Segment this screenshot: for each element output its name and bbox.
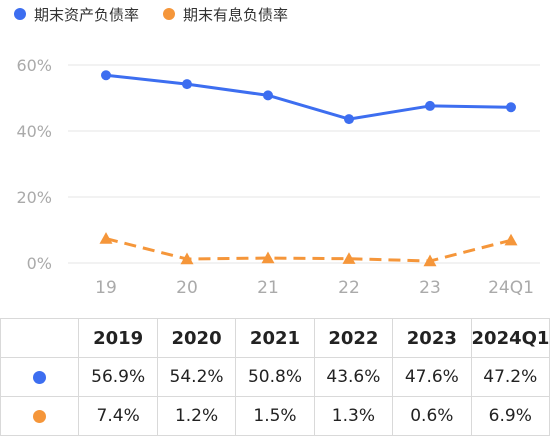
legend-label: 期末有息负债率 xyxy=(183,5,289,24)
table-cell: 50.8% xyxy=(235,357,315,397)
data-point-circle xyxy=(101,70,111,81)
chart-legend: 期末资产负债率 期末有息负债率 xyxy=(0,0,298,28)
table-cell: 1.2% xyxy=(156,396,237,436)
data-point-circle xyxy=(182,79,192,90)
legend-dot-icon xyxy=(14,8,26,20)
table-row-marker xyxy=(0,357,80,397)
data-point-triangle xyxy=(342,252,356,264)
data-point-circle xyxy=(344,114,354,125)
data-point-triangle xyxy=(180,252,194,265)
data-point-triangle xyxy=(423,254,437,267)
legend-item-interest-debt-ratio[interactable]: 期末有息负债率 xyxy=(163,4,288,25)
table-cell: 1.5% xyxy=(235,396,315,436)
table-header-cell: 2022 xyxy=(313,318,394,358)
data-point-triangle xyxy=(99,232,113,244)
table-header-cell: 2023 xyxy=(392,318,472,358)
table-header-cell: 2020 xyxy=(156,318,237,358)
table-row-marker xyxy=(0,396,80,436)
data-point-triangle xyxy=(261,251,275,264)
series-line-2 xyxy=(105,237,512,263)
table-header-cell: 2019 xyxy=(78,318,158,358)
y-tick-label: 0% xyxy=(27,254,52,273)
table-cell: 47.2% xyxy=(470,357,550,397)
series-line-1 xyxy=(105,73,512,121)
x-tick-label: 20 xyxy=(176,278,198,298)
table-cell: 0.6% xyxy=(392,396,472,436)
table-cell: 54.2% xyxy=(156,357,237,397)
table-row: 7.4% 1.2% 1.5% 1.3% 0.6% 6.9% xyxy=(0,396,550,436)
data-point-triangle xyxy=(504,233,518,246)
table-cell: 6.9% xyxy=(470,396,550,436)
x-tick-label: 24Q1 xyxy=(488,278,534,298)
y-tick-label: 60% xyxy=(16,56,52,75)
table-row: 56.9% 54.2% 50.8% 43.6% 47.6% 47.2% xyxy=(0,357,550,397)
line-chart: 60% 40% 20% 0% 19 20 21 22 23 24Q1 xyxy=(16,56,540,298)
series-dot-icon xyxy=(33,409,47,423)
table-header-cell: 2024Q1 xyxy=(470,318,550,358)
legend-dot-icon xyxy=(163,8,176,20)
legend-item-total-debt-ratio[interactable]: 期末资产负债率 xyxy=(14,4,139,25)
table-cell: 43.6% xyxy=(313,357,394,397)
y-tick-label: 40% xyxy=(16,122,52,141)
table-cell: 47.6% xyxy=(392,357,472,397)
table-cell: 56.9% xyxy=(78,357,158,397)
x-tick-label: 19 xyxy=(95,278,117,298)
data-point-circle xyxy=(263,90,273,101)
data-point-circle xyxy=(506,102,516,113)
legend-label: 期末资产负债率 xyxy=(34,5,140,24)
y-tick-label: 20% xyxy=(16,188,52,207)
table-cell: 1.3% xyxy=(313,396,394,436)
x-tick-label: 22 xyxy=(338,278,360,298)
table-cell: 7.4% xyxy=(78,396,158,436)
data-table: 2019 2020 2021 2022 2023 2024Q1 56.9% 54… xyxy=(0,318,550,436)
x-tick-label: 23 xyxy=(419,278,441,298)
table-header-cell: 2021 xyxy=(235,318,315,358)
x-tick-label: 21 xyxy=(257,278,279,298)
table-header-row: 2019 2020 2021 2022 2023 2024Q1 xyxy=(0,318,550,358)
series-dot-icon xyxy=(33,370,47,384)
table-header-empty xyxy=(0,318,80,358)
data-point-circle xyxy=(425,100,435,111)
